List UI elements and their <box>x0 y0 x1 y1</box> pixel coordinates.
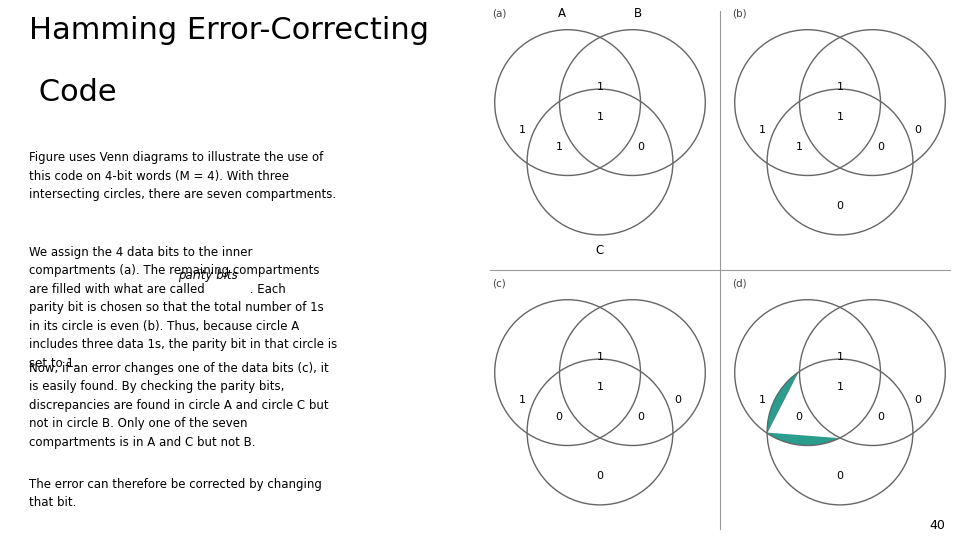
Text: Now, if an error changes one of the data bits (c), it
is easily found. By checki: Now, if an error changes one of the data… <box>29 362 328 449</box>
Text: 1: 1 <box>596 382 604 392</box>
Text: 0: 0 <box>877 142 885 152</box>
Text: 1: 1 <box>596 352 604 362</box>
Text: Hamming Error-Correcting: Hamming Error-Correcting <box>29 16 429 45</box>
Text: 1: 1 <box>596 112 604 122</box>
Text: (a): (a) <box>492 8 506 18</box>
Text: (d): (d) <box>732 278 747 288</box>
Text: 0: 0 <box>637 142 645 152</box>
Text: 1: 1 <box>836 82 844 92</box>
Text: B: B <box>634 7 642 20</box>
Text: Code: Code <box>29 78 116 107</box>
Text: 1: 1 <box>836 352 844 362</box>
Text: 1: 1 <box>795 142 803 152</box>
Text: 1: 1 <box>555 142 563 152</box>
Text: The error can therefore be corrected by changing
that bit.: The error can therefore be corrected by … <box>29 478 322 509</box>
Text: 1: 1 <box>759 125 766 134</box>
Text: 1: 1 <box>519 125 526 134</box>
Text: (c): (c) <box>492 278 506 288</box>
Text: 1: 1 <box>596 82 604 92</box>
Text: A: A <box>558 7 566 20</box>
Text: 0: 0 <box>637 412 645 422</box>
Text: 40: 40 <box>929 519 946 532</box>
Text: We assign the 4 data bits to the inner
compartments (a). The remaining compartme: We assign the 4 data bits to the inner c… <box>29 246 337 370</box>
Text: 0: 0 <box>877 412 885 422</box>
Text: 0: 0 <box>596 471 604 481</box>
Text: 1: 1 <box>519 395 526 404</box>
Text: Figure uses Venn diagrams to illustrate the use of
this code on 4-bit words (M =: Figure uses Venn diagrams to illustrate … <box>29 151 336 201</box>
Text: 0: 0 <box>836 471 844 481</box>
Text: 0: 0 <box>795 412 803 422</box>
Polygon shape <box>767 372 839 445</box>
Text: parity bits: parity bits <box>179 269 238 282</box>
Text: 1: 1 <box>836 112 844 122</box>
Text: 0: 0 <box>836 201 844 211</box>
Text: 0: 0 <box>914 125 921 134</box>
Text: 0: 0 <box>914 395 921 404</box>
Text: (b): (b) <box>732 8 747 18</box>
Text: 0: 0 <box>555 412 563 422</box>
Text: C: C <box>596 244 604 258</box>
Text: 0: 0 <box>674 395 681 404</box>
Text: 1: 1 <box>836 382 844 392</box>
Text: 1: 1 <box>759 395 766 404</box>
